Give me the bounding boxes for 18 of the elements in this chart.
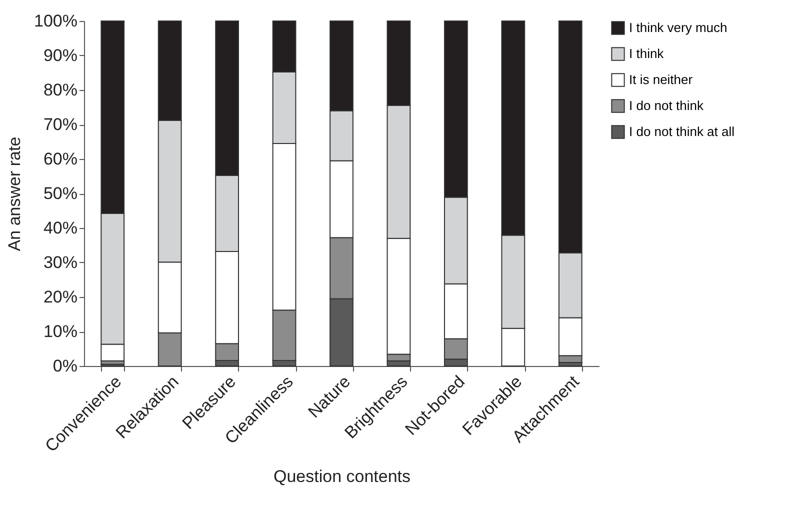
y-tick-label: 30% — [43, 253, 78, 272]
y-tick-label: 20% — [43, 288, 78, 306]
y-tick-label: 60% — [43, 150, 78, 168]
y-tick-label: 40% — [43, 218, 78, 238]
y-tick-label: 50% — [43, 184, 78, 203]
x-axis-title: Question contents — [273, 466, 411, 486]
legend-label: I think very much — [629, 20, 728, 35]
legend-label: I do not think at all — [629, 124, 735, 139]
y-tick-label: 70% — [43, 115, 78, 134]
legend-label: It is neither — [629, 72, 694, 87]
y-tick-label: 90% — [43, 46, 78, 65]
y-tick-label: 80% — [43, 80, 78, 100]
y-tick-label: 0% — [52, 356, 78, 376]
y-tick-label: 100% — [34, 12, 78, 30]
legend-label: I do not think — [629, 98, 704, 113]
legend-label: I think — [629, 46, 664, 61]
y-axis-title: An answer rate — [5, 136, 24, 252]
y-tick-label: 10% — [43, 322, 78, 341]
